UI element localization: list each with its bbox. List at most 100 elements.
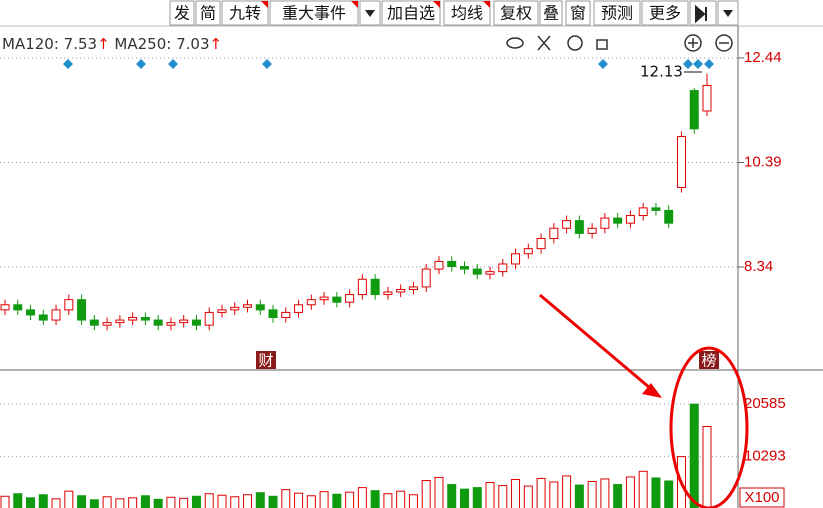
ma-label: MA250 bbox=[114, 35, 166, 53]
candle-body bbox=[332, 296, 342, 303]
volume-bar bbox=[523, 485, 533, 508]
toolbar-button[interactable] bbox=[221, 0, 269, 26]
toolbar-button[interactable] bbox=[641, 0, 689, 26]
volume-bar bbox=[153, 498, 163, 508]
candle-body bbox=[319, 296, 329, 301]
annotation-arrow bbox=[539, 293, 651, 390]
volume-bar bbox=[13, 493, 23, 508]
toolbar-button[interactable] bbox=[195, 0, 221, 26]
toolbar-button[interactable] bbox=[381, 0, 441, 26]
volume-unit: X100 bbox=[744, 489, 779, 506]
volume-bar bbox=[38, 494, 48, 508]
y-tick-label: 10293 bbox=[744, 448, 786, 465]
candle-body bbox=[383, 291, 393, 296]
candle-body bbox=[472, 268, 482, 275]
volume-bar bbox=[319, 491, 329, 508]
volume-bar bbox=[281, 489, 291, 508]
toolbar-label[interactable]: 更多 bbox=[649, 4, 681, 23]
volume-bar bbox=[421, 479, 431, 508]
flag bbox=[433, 1, 440, 8]
candle-body bbox=[51, 309, 61, 321]
candle-body bbox=[115, 319, 125, 324]
volume-bar bbox=[651, 477, 661, 508]
toolbar-button[interactable] bbox=[565, 0, 591, 26]
dropdown-icon bbox=[723, 10, 733, 17]
volume-bar bbox=[689, 403, 699, 508]
candle-body bbox=[511, 253, 521, 265]
candle-body bbox=[459, 266, 469, 270]
candle-body bbox=[294, 304, 304, 313]
candle-body bbox=[574, 220, 584, 234]
volume-bar bbox=[511, 478, 521, 508]
volume-bar bbox=[243, 494, 253, 508]
toolbar-button[interactable] bbox=[493, 0, 539, 26]
toolbar-label[interactable]: 复权 bbox=[500, 4, 532, 23]
candle-body bbox=[281, 311, 291, 319]
volume-bar bbox=[294, 492, 304, 508]
candle-body bbox=[102, 322, 112, 326]
tool-icons bbox=[506, 34, 733, 52]
toolbar-button[interactable] bbox=[539, 0, 563, 26]
volume-bar bbox=[345, 491, 355, 508]
ma-value: 7.03 bbox=[176, 35, 209, 53]
volume-bar bbox=[255, 492, 265, 508]
volume-bar bbox=[459, 488, 469, 508]
volume-bar bbox=[179, 497, 189, 508]
candle-body bbox=[64, 299, 74, 311]
toolbar-label[interactable]: 九转 bbox=[229, 4, 261, 23]
volume-bar bbox=[562, 475, 572, 508]
volume-bar bbox=[587, 480, 597, 508]
candle-body bbox=[357, 278, 367, 296]
candle-body bbox=[89, 319, 99, 326]
toolbar-button[interactable] bbox=[443, 0, 491, 26]
volume-bar bbox=[115, 498, 125, 508]
toolbar-label[interactable]: 叠 bbox=[543, 4, 559, 23]
volume-bar bbox=[0, 495, 10, 508]
toolbar-button[interactable] bbox=[593, 0, 641, 26]
candle-body bbox=[638, 207, 648, 217]
candle-body bbox=[421, 268, 431, 288]
volume-bar bbox=[332, 493, 342, 508]
toolbar-button[interactable] bbox=[169, 0, 195, 26]
volume-bar bbox=[600, 478, 610, 508]
volume-bar bbox=[498, 485, 508, 508]
volume-bar bbox=[26, 497, 36, 508]
volume-bar bbox=[408, 494, 418, 508]
unit-box bbox=[739, 487, 785, 508]
candle-body bbox=[549, 227, 559, 239]
ma-value: 7.53 bbox=[64, 35, 97, 53]
toolbar-label[interactable]: 重大事件 bbox=[282, 4, 346, 23]
candle-body bbox=[689, 90, 699, 130]
toolbar-label[interactable]: 窗 bbox=[570, 4, 586, 23]
expand-icon bbox=[695, 4, 707, 24]
toolbar-label[interactable]: 加自选 bbox=[387, 4, 435, 23]
volume-bar bbox=[396, 490, 406, 508]
candle-body bbox=[191, 319, 201, 326]
candle-body bbox=[217, 309, 227, 313]
volume-bar bbox=[51, 498, 61, 508]
volume-bar bbox=[77, 495, 87, 508]
volume-bar bbox=[89, 499, 99, 508]
volume-bar bbox=[383, 493, 393, 508]
candle-body bbox=[140, 317, 150, 321]
y-tick-label: 10.39 bbox=[744, 153, 782, 170]
candle-body bbox=[38, 314, 48, 321]
candle-body bbox=[651, 207, 661, 211]
volume-bar bbox=[613, 484, 623, 508]
toolbar-label[interactable]: 预测 bbox=[601, 4, 633, 23]
candle-body bbox=[0, 304, 10, 311]
candle-body bbox=[447, 260, 457, 268]
y-tick-label: 20585 bbox=[744, 395, 786, 412]
toolbar-label[interactable]: 发 bbox=[174, 4, 190, 23]
candle-body bbox=[625, 215, 635, 224]
candle-body bbox=[370, 278, 380, 296]
toolbar-label[interactable]: 简 bbox=[200, 4, 216, 23]
volume-bar bbox=[536, 477, 546, 508]
toolbar-label[interactable]: 均线 bbox=[451, 4, 483, 23]
candle-body bbox=[128, 317, 138, 321]
candle-body bbox=[255, 304, 265, 311]
toolbar-button[interactable] bbox=[269, 0, 359, 26]
volume-bar bbox=[64, 490, 74, 508]
flag bbox=[483, 1, 490, 8]
y-tick-label: 12.44 bbox=[744, 49, 782, 66]
